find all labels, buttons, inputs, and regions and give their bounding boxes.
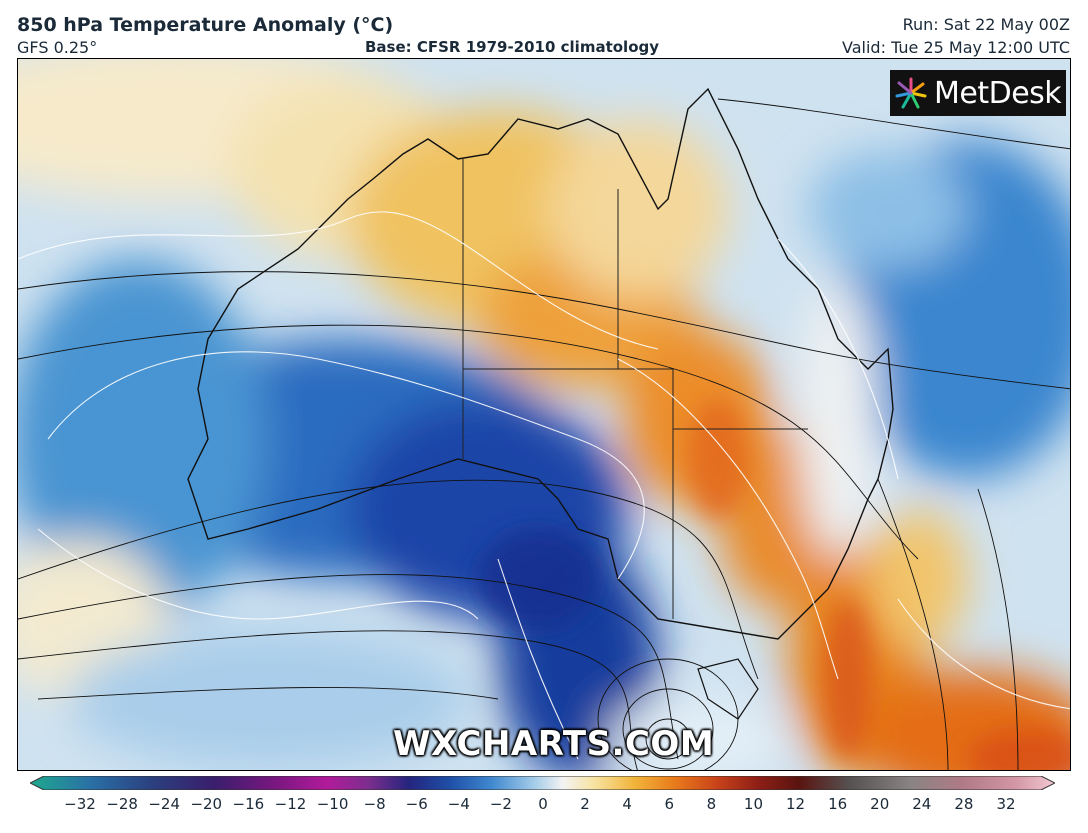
colorbar-tick-label: −2 <box>489 795 512 813</box>
metdesk-logo: MetDesk <box>890 70 1066 116</box>
colorbar-tick-label: 6 <box>664 795 675 813</box>
colorbar-tick-label: 4 <box>622 795 632 813</box>
colorbar-tick-label: −4 <box>447 795 470 813</box>
wxcharts-watermark: WXCHARTS.COM <box>393 724 715 764</box>
colorbar-tick-label: −6 <box>405 795 428 813</box>
colorbar-tick-label: −16 <box>232 795 265 813</box>
colorbar-tick-label: 16 <box>828 795 848 813</box>
valid-time: Valid: Tue 25 May 12:00 UTC <box>842 38 1070 57</box>
climatology-base: Base: CFSR 1979-2010 climatology <box>365 38 660 56</box>
run-time: Run: Sat 22 May 00Z <box>902 15 1070 34</box>
colorbar-tick-label: 0 <box>538 795 548 813</box>
colorbar-tick-label: −32 <box>64 795 96 813</box>
colorbar-tick-label: 2 <box>580 795 590 813</box>
colorbar-tick-label: −24 <box>148 795 180 813</box>
anomaly-map <box>17 58 1071 771</box>
colorbar-tick-label: 32 <box>996 795 1016 813</box>
colorbar-tick-label: 28 <box>954 795 974 813</box>
colorbar-ticks: −32 −28 −24 −20 −16 −12 −10 −8 −6 −4 −2 0 2 4 6 8 10 12 16… <box>0 795 1088 819</box>
colorbar-tick-label: 10 <box>743 795 763 813</box>
metdesk-logo-text: MetDesk <box>934 75 1062 111</box>
metdesk-star-icon <box>895 77 927 109</box>
map-canvas <box>18 59 1070 770</box>
colorbar-tick-label: −20 <box>190 795 223 813</box>
colorbar-tick-label: 8 <box>706 795 717 813</box>
colorbar-tick-label: −10 <box>316 795 349 813</box>
colorbar-tick-label: 24 <box>912 795 932 813</box>
model-label: GFS 0.25° <box>17 38 98 57</box>
colorbar-tick-label: −28 <box>106 795 138 813</box>
colorbar-tick-label: −12 <box>274 795 307 813</box>
chart-title: 850 hPa Temperature Anomaly (°C) <box>17 14 394 36</box>
colorbar <box>30 776 1055 790</box>
colorbar-tick-label: 20 <box>870 795 890 813</box>
colorbar-tick-label: 12 <box>785 795 806 813</box>
colorbar-tick-label: −8 <box>363 795 386 813</box>
